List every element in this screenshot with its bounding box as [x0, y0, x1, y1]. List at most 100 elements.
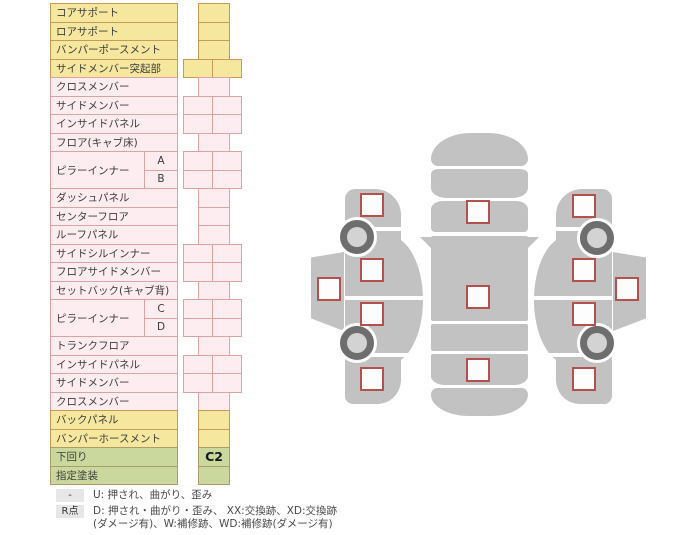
- damage-code-cell[interactable]: [198, 206, 230, 226]
- damage-code-cell-right[interactable]: [212, 262, 242, 282]
- damage-code-cell-left[interactable]: [183, 95, 213, 115]
- underbody-grade-value[interactable]: C2: [198, 447, 230, 467]
- part-row: サイドメンバー突起部: [50, 58, 178, 78]
- part-label: 指定塗装: [56, 469, 98, 482]
- part-label: セットバック(キャブ背): [56, 284, 170, 297]
- legend-badge-dash: -: [56, 489, 84, 502]
- damage-marker-left-quarter-panel[interactable]: [360, 367, 384, 391]
- part-label: インサイドパネル: [56, 358, 140, 371]
- part-label: コアサポート: [56, 7, 119, 20]
- left-rear-wheel: [337, 323, 377, 363]
- damage-code-cell-left[interactable]: [183, 243, 213, 263]
- part-label: クロスメンバー: [56, 81, 130, 94]
- damage-marker-left-front-door[interactable]: [360, 258, 384, 282]
- part-row: 指定塗装: [50, 465, 178, 485]
- part-row: インサイドパネル: [50, 354, 178, 374]
- damage-code-cell-right[interactable]: [212, 95, 242, 115]
- part-label: ロアサポート: [56, 25, 119, 38]
- part-label: バンパーポースメント: [56, 44, 161, 57]
- damage-code-cell-left[interactable]: [183, 354, 213, 374]
- part-row-pillar-cd: ピラーインナー C D: [50, 299, 178, 337]
- legend-text-r: D: 押され・曲がり・歪み、 XX:交換跡、XD:交換跡 (ダメージ有)、W:補…: [93, 505, 337, 532]
- damage-code-cell-left[interactable]: [183, 151, 213, 171]
- wheel-hub: [587, 333, 607, 353]
- legend-text-r-line1: D: 押され・曲がり・歪み、 XX:交換跡、XD:交換跡: [93, 504, 338, 517]
- part-row: バンパーポースメント: [50, 40, 178, 60]
- damage-code-cell-right[interactable]: [212, 58, 242, 78]
- damage-code-cell-right[interactable]: [212, 151, 242, 171]
- panel-gap: [345, 296, 423, 300]
- damage-code-cell-right[interactable]: [212, 299, 242, 319]
- damage-marker-right-sill[interactable]: [615, 277, 639, 301]
- pillar-sub-column: A B: [144, 152, 177, 188]
- damage-code-cell[interactable]: [198, 391, 230, 411]
- damage-code-cell[interactable]: [198, 336, 230, 356]
- part-label: インサイドパネル: [56, 118, 140, 131]
- damage-code-cell-right[interactable]: [212, 243, 242, 263]
- top-view-front-panel: [431, 169, 528, 198]
- damage-marker-left-rear-door[interactable]: [360, 302, 384, 326]
- part-row: ロアサポート: [50, 21, 178, 41]
- damage-code-cell[interactable]: [198, 428, 230, 448]
- pillar-sub-d: D: [145, 317, 177, 337]
- right-front-wheel: [577, 218, 617, 258]
- damage-code-cell-left[interactable]: [183, 169, 213, 189]
- damage-code-cell-left[interactable]: [183, 373, 213, 393]
- damage-marker-right-front-fender[interactable]: [572, 194, 596, 218]
- damage-code-cell-left[interactable]: [183, 299, 213, 319]
- damage-marker-roof[interactable]: [466, 285, 490, 309]
- damage-code-cell-left[interactable]: [183, 58, 213, 78]
- part-row: コアサポート: [50, 3, 178, 23]
- damage-marker-right-quarter-panel[interactable]: [572, 367, 596, 391]
- damage-code-cell-left[interactable]: [183, 114, 213, 134]
- legend-row-r: R点 D: 押され・曲がり・歪み、 XX:交換跡、XD:交換跡 (ダメージ有)、…: [56, 504, 337, 532]
- damage-code-grid: C2: [183, 3, 245, 485]
- damage-marker-right-front-door[interactable]: [572, 258, 596, 282]
- pillar-sub-b: B: [145, 169, 177, 189]
- part-label: フロア(キャブ床): [56, 136, 138, 149]
- part-label: フロアサイドメンバー: [56, 266, 161, 279]
- pillar-sub-a: A: [157, 154, 165, 167]
- damage-marker-right-rear-door[interactable]: [572, 302, 596, 326]
- part-row: フロア(キャブ床): [50, 132, 178, 152]
- part-row: サイドシルインナー: [50, 243, 178, 263]
- panel-gap: [545, 353, 612, 357]
- damage-code-cell[interactable]: [198, 465, 230, 485]
- left-mirror: [420, 237, 432, 249]
- damage-code-cell[interactable]: [198, 410, 230, 430]
- damage-marker-left-front-fender[interactable]: [360, 193, 384, 217]
- damage-code-cell[interactable]: [198, 188, 230, 208]
- damage-code-cell[interactable]: [198, 21, 230, 41]
- part-label: バンパーホースメント: [56, 432, 161, 445]
- legend-badge-rten: R点: [56, 504, 84, 518]
- damage-code-cell[interactable]: [198, 132, 230, 152]
- part-label: サイドメンバー: [56, 377, 130, 390]
- part-label: サイドメンバー: [56, 99, 130, 112]
- damage-marker-hood[interactable]: [466, 200, 490, 224]
- damage-code-cell[interactable]: [198, 40, 230, 60]
- damage-code-cell[interactable]: [198, 3, 230, 23]
- part-row: クロスメンバー: [50, 391, 178, 411]
- panel-gap: [534, 296, 612, 300]
- part-row: ダッシュパネル: [50, 188, 178, 208]
- damage-marker-left-sill[interactable]: [317, 277, 341, 301]
- damage-code-cell-right[interactable]: [212, 373, 242, 393]
- part-label: バックパネル: [56, 414, 119, 427]
- damage-code-cell-right[interactable]: [212, 114, 242, 134]
- legend: - U: 押され、曲がり、歪み R点 D: 押され・曲がり・歪み、 XX:交換跡…: [56, 489, 337, 534]
- legend-text-u: U: 押され、曲がり、歪み: [93, 489, 213, 501]
- damage-code-cell[interactable]: [198, 280, 230, 300]
- damage-marker-trunk[interactable]: [466, 358, 490, 382]
- part-row: フロアサイドメンバー: [50, 262, 178, 282]
- damage-code-cell-right[interactable]: [212, 317, 242, 337]
- damage-code-cell-left[interactable]: [183, 262, 213, 282]
- damage-code-cell[interactable]: [198, 225, 230, 245]
- wheel-hub: [347, 333, 367, 353]
- damage-code-cell[interactable]: [198, 77, 230, 97]
- damage-code-cell-right[interactable]: [212, 354, 242, 374]
- damage-code-cell-right[interactable]: [212, 169, 242, 189]
- pillar-sub-column: C D: [144, 300, 177, 336]
- legend-row-u: - U: 押され、曲がり、歪み: [56, 489, 337, 503]
- damage-code-cell-left[interactable]: [183, 317, 213, 337]
